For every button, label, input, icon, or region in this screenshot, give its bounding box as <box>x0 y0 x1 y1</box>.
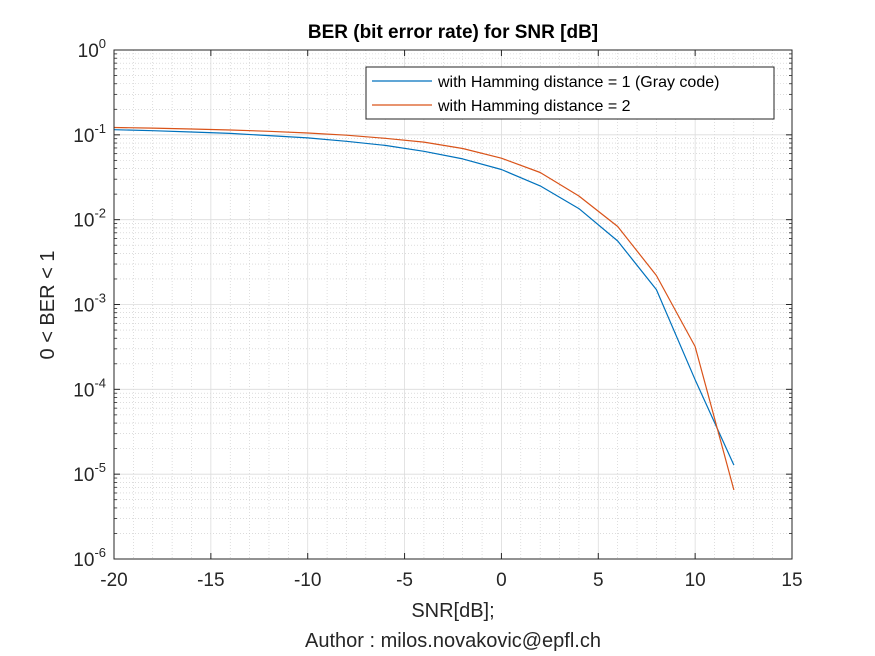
x-axis-label: SNR[dB]; <box>411 600 494 622</box>
y-tick-label: 10-2 <box>73 206 106 232</box>
legend-label-gray-code: with Hamming distance = 1 (Gray code) <box>437 74 719 91</box>
y-tick-label: 100 <box>78 36 106 62</box>
major-grid <box>114 50 792 559</box>
y-tick-label: 10-6 <box>73 545 106 571</box>
x-tick-label: -5 <box>396 570 413 591</box>
x-tick-label: 0 <box>496 570 507 591</box>
y-tick-label: 10-1 <box>73 121 106 147</box>
y-tick-label: 10-5 <box>73 460 106 486</box>
series-line-1 <box>113 126 735 491</box>
x-tick-label: 15 <box>781 570 802 591</box>
x-axis-ticks: -20 -15 -10 -5 0 5 10 15 <box>100 50 803 591</box>
x-tick-label: -15 <box>197 570 224 591</box>
legend: with Hamming distance = 1 (Gray code) wi… <box>365 66 775 120</box>
x-axis-label-author: Author : milos.novakovic@epfl.ch <box>305 630 601 652</box>
y-tick-label: 10-4 <box>73 375 106 401</box>
x-tick-label: -20 <box>100 570 127 591</box>
y-minor-ticks <box>114 53 792 534</box>
series-line-0 <box>113 129 735 466</box>
chart-title: BER (bit error rate) for SNR [dB] <box>308 22 598 43</box>
x-tick-label: 5 <box>593 570 604 591</box>
legend-label-hamming-2: with Hamming distance = 2 <box>437 98 631 115</box>
y-tick-label: 10-3 <box>73 291 106 317</box>
legend-box <box>365 66 775 120</box>
x-tick-label: -10 <box>294 570 321 591</box>
x-tick-label: 10 <box>685 570 706 591</box>
y-axis-ticks: 100 10-1 10-2 10-3 10-4 10-5 10-6 <box>73 36 792 571</box>
y-axis-label: 0 < BER < 1 <box>37 251 59 360</box>
series-layer <box>113 126 735 491</box>
